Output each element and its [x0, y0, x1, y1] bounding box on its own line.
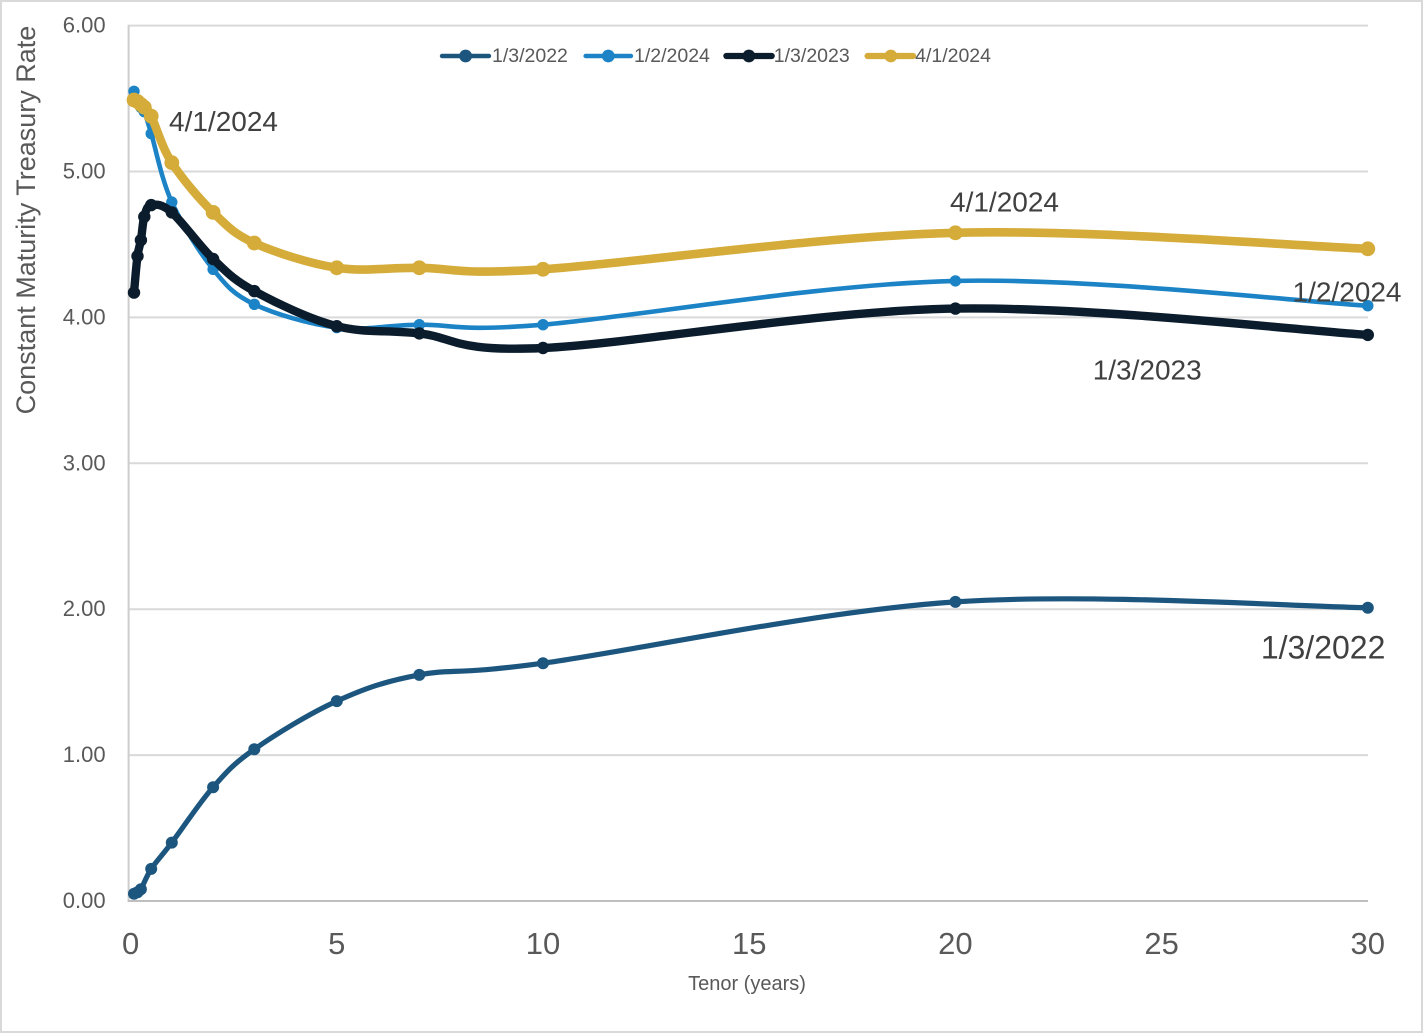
svg-text:1/3/2023: 1/3/2023	[774, 45, 850, 67]
svg-text:1/2/2024: 1/2/2024	[634, 45, 710, 67]
svg-text:4.00: 4.00	[63, 304, 106, 329]
svg-text:Tenor (years): Tenor (years)	[688, 973, 806, 995]
svg-text:1/2/2024: 1/2/2024	[1293, 277, 1402, 308]
svg-text:10: 10	[526, 926, 560, 961]
svg-text:1/3/2022: 1/3/2022	[492, 45, 568, 67]
svg-text:0.00: 0.00	[63, 888, 106, 913]
svg-text:25: 25	[1144, 926, 1178, 961]
svg-text:4/1/2024: 4/1/2024	[915, 45, 991, 67]
svg-text:4/1/2024: 4/1/2024	[169, 106, 278, 137]
svg-text:30: 30	[1351, 926, 1385, 961]
svg-text:Constant Maturity Treasury Rat: Constant Maturity Treasury Rate	[11, 26, 41, 415]
svg-text:2.00: 2.00	[63, 596, 106, 621]
svg-text:4/1/2024: 4/1/2024	[950, 187, 1059, 218]
svg-text:1.00: 1.00	[63, 742, 106, 767]
svg-text:15: 15	[732, 926, 766, 961]
svg-text:1/3/2022: 1/3/2022	[1261, 630, 1386, 666]
svg-text:3.00: 3.00	[63, 450, 106, 475]
svg-text:6.00: 6.00	[63, 13, 106, 38]
svg-text:1/3/2023: 1/3/2023	[1093, 354, 1202, 385]
svg-text:20: 20	[938, 926, 972, 961]
svg-text:5.00: 5.00	[63, 159, 106, 184]
svg-text:0: 0	[122, 926, 139, 961]
svg-text:5: 5	[328, 926, 345, 961]
